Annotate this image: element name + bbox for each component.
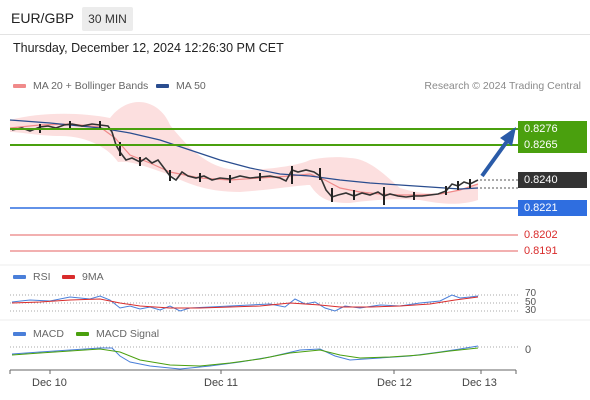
legend-ma50-swatch	[156, 84, 169, 88]
label-support-1: 0.8202	[524, 229, 558, 241]
legend-ma50-label: MA 50	[176, 80, 206, 92]
legend-rsi: RSI	[13, 271, 51, 283]
target-arrow-head	[500, 127, 516, 146]
legend-9ma-swatch	[62, 275, 75, 279]
label-resistance-1: 0.8265	[518, 137, 587, 153]
legend-ma50: MA 50	[156, 80, 206, 92]
timeframe-button[interactable]: 30 MIN	[82, 7, 133, 31]
target-arrow-shaft	[480, 138, 510, 178]
legend-macd-signal: MACD Signal	[76, 328, 159, 340]
legend-rsi-label: RSI	[33, 271, 51, 283]
label-support-2: 0.8191	[524, 245, 558, 257]
rsi-label-70: 70	[525, 288, 537, 299]
currency-pair: EUR/GBP	[11, 10, 75, 26]
rsi-ma-line	[11, 296, 479, 309]
legend-macd-signal-swatch	[76, 332, 89, 336]
rsi-line	[11, 294, 479, 312]
x-axis-ticks	[9, 370, 517, 374]
legend-9ma: 9MA	[62, 271, 104, 283]
macd-line	[11, 345, 479, 370]
label-pivot: 0.8221	[518, 200, 587, 216]
rsi-label-30: 30	[525, 305, 537, 316]
bollinger-band	[10, 101, 478, 204]
legend-macd-signal-label: MACD Signal	[96, 328, 160, 340]
x-label-dec11: Dec 11	[204, 377, 239, 389]
legend-bollinger-label: MA 20 + Bollinger Bands	[33, 80, 149, 92]
legend-macd: MACD	[13, 328, 64, 340]
legend-9ma-label: 9MA	[82, 271, 104, 283]
research-credit: Research © 2024 Trading Central	[424, 80, 581, 92]
label-last-price: 0.8240	[518, 172, 587, 188]
x-label-dec10: Dec 10	[32, 377, 67, 389]
timestamp: Thursday, December 12, 2024 12:26:30 PM …	[13, 41, 284, 55]
legend-bollinger-swatch	[13, 84, 26, 88]
legend-macd-swatch	[13, 332, 26, 336]
x-label-dec13: Dec 13	[462, 377, 497, 389]
rsi-label-50: 50	[525, 297, 537, 308]
legend-macd-label: MACD	[33, 328, 64, 340]
macd-zero-label: 0	[525, 344, 532, 356]
ma50-line	[9, 119, 479, 190]
macd-signal-line	[11, 347, 479, 367]
label-resistance-2: 0.8276	[518, 121, 587, 137]
header-divider	[0, 34, 590, 35]
price-line	[11, 123, 479, 198]
legend-rsi-swatch	[13, 275, 26, 279]
x-label-dec12: Dec 12	[377, 377, 412, 389]
legend-bollinger: MA 20 + Bollinger Bands	[13, 80, 148, 92]
